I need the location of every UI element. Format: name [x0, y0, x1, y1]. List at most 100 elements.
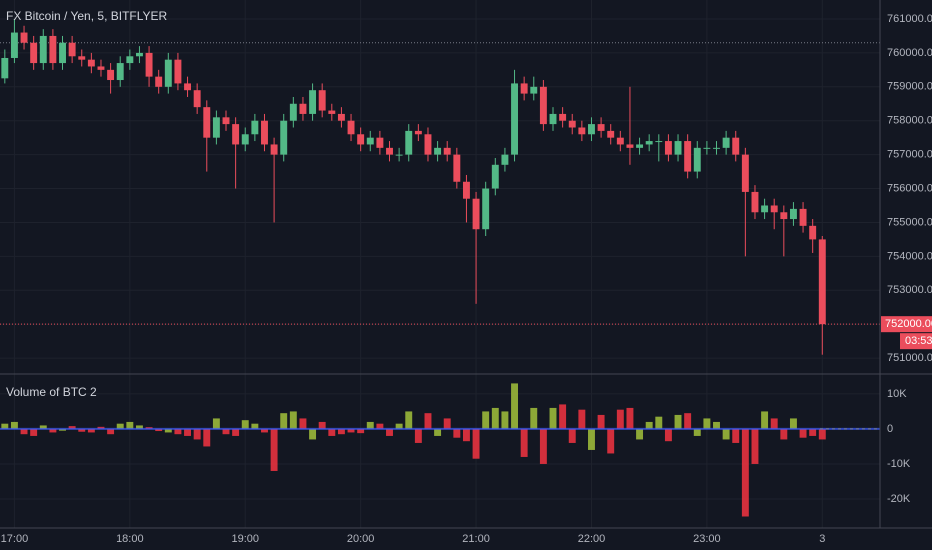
volume-bar — [424, 413, 432, 429]
volume-bar — [328, 428, 336, 436]
candle-body — [222, 117, 230, 125]
volume-bar — [299, 418, 307, 429]
candle-body — [626, 144, 634, 148]
y-tick-label: -20K — [887, 493, 911, 505]
candle-body — [10, 32, 18, 58]
candle-body — [30, 42, 38, 64]
candle-body — [607, 130, 615, 138]
candle-body — [87, 59, 95, 67]
volume-bar — [126, 421, 134, 429]
volume-bar — [309, 428, 317, 440]
last-price-label: 752000.00 — [885, 318, 932, 330]
candle-body — [59, 42, 66, 64]
volume-bar — [193, 428, 201, 440]
volume-bar — [107, 428, 115, 435]
volume-bar — [539, 428, 547, 464]
volume-bar — [511, 383, 518, 429]
x-tick-label: 23:00 — [693, 533, 721, 545]
volume-bar — [645, 421, 653, 429]
candle-body — [636, 144, 644, 148]
volume-bar — [78, 428, 86, 432]
volume-bar — [347, 428, 355, 433]
volume-bar — [713, 421, 720, 429]
volume-bar — [241, 420, 249, 429]
candle-body — [722, 137, 730, 148]
volume-bar — [462, 428, 470, 442]
volume-bar — [337, 428, 345, 435]
candle-body — [386, 147, 393, 155]
candle-body — [530, 86, 538, 94]
candle-body — [462, 181, 470, 199]
volume-bar — [222, 428, 230, 435]
candle-body — [164, 59, 172, 87]
candle-body — [68, 42, 76, 57]
candle-body — [588, 124, 595, 135]
volume-bar — [607, 428, 615, 454]
volume-bar — [232, 428, 240, 436]
volume-bar — [703, 418, 711, 429]
candle-body — [289, 103, 297, 121]
candle-body — [443, 147, 451, 155]
candle-body — [424, 134, 432, 155]
volume-bar — [818, 428, 826, 440]
candle-body — [539, 86, 547, 125]
volume-bar — [203, 428, 211, 447]
candle-body — [578, 127, 586, 135]
candle-body — [674, 141, 682, 155]
volume-bar — [520, 428, 528, 457]
volume-bar — [732, 428, 740, 443]
candle-body — [559, 113, 567, 121]
y-tick-label: 10K — [887, 388, 907, 400]
candle-body — [174, 59, 182, 84]
candle-body — [616, 137, 624, 145]
volume-bar — [693, 428, 701, 436]
y-tick-label: 761000.00 — [887, 13, 932, 25]
candle-body — [655, 141, 663, 143]
volume-bar — [491, 407, 499, 429]
volume-bar — [366, 421, 374, 429]
candle-body — [713, 147, 720, 149]
volume-bar — [722, 428, 730, 440]
y-tick-label: 755000.00 — [887, 216, 932, 228]
candle-body — [39, 35, 47, 64]
volume-bar — [809, 428, 817, 436]
volume-bar — [49, 428, 57, 433]
volume-bar — [155, 428, 163, 432]
volume-bar — [30, 428, 38, 436]
x-tick-label: 3 — [819, 533, 825, 545]
candle-body — [232, 124, 240, 145]
candle-body — [684, 141, 692, 172]
x-tick-label: 20:00 — [347, 533, 375, 545]
candle-body — [1, 57, 9, 79]
candle-body — [357, 134, 365, 145]
countdown-badge — [900, 333, 932, 350]
volume-bar — [761, 411, 769, 429]
volume-bar — [135, 425, 143, 429]
candle-body — [770, 205, 778, 213]
volume-bar — [174, 428, 182, 435]
labels: 17:00 18:00 19:00 20:00 21:00 22:00 23:00 3 7610… — [1, 13, 932, 545]
x-tick-label: 22:00 — [578, 533, 606, 545]
candle-body — [270, 144, 278, 155]
candle-body — [597, 124, 605, 131]
candle-body — [184, 83, 192, 91]
chart-title: FX Bitcoin / Yen, 5, BITFLYER — [6, 9, 168, 23]
candle-body — [434, 147, 442, 155]
volume-bar — [97, 426, 105, 429]
volume-bar — [10, 421, 18, 429]
y-tick-label: 0 — [887, 423, 893, 435]
volume-bar — [655, 416, 663, 429]
volume-bar — [68, 426, 76, 429]
marks — [0, 18, 880, 517]
volume-bar — [443, 418, 451, 429]
y-tick-label: 756000.00 — [887, 182, 932, 194]
candle-body — [472, 198, 480, 230]
volume-bar — [559, 404, 567, 429]
volume-bar — [770, 418, 778, 429]
candle-body — [511, 83, 518, 155]
volume-bar — [501, 411, 509, 429]
candle-body — [741, 154, 749, 192]
x-tick-label: 18:00 — [116, 533, 144, 545]
